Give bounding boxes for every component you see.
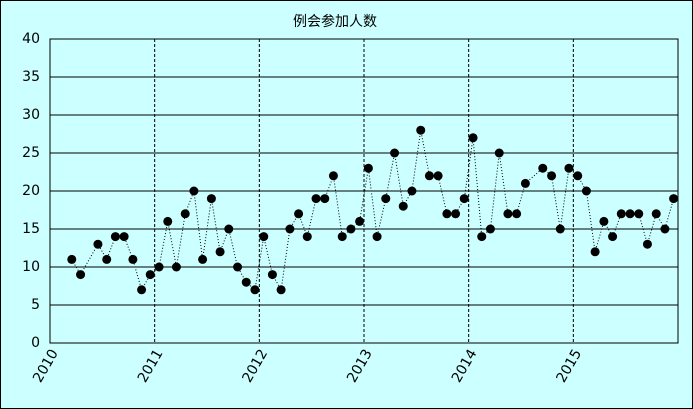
y-tick-label: 35 <box>22 69 40 85</box>
data-point <box>346 224 356 234</box>
data-point <box>102 254 112 264</box>
data-point <box>616 209 626 219</box>
data-point <box>241 277 251 287</box>
data-point <box>660 224 670 234</box>
data-point <box>520 178 530 188</box>
data-point <box>651 209 661 219</box>
data-point <box>477 232 487 242</box>
data-point <box>215 247 225 257</box>
data-point <box>302 232 312 242</box>
data-point <box>224 224 234 234</box>
data-point <box>320 194 330 204</box>
data-point <box>459 194 469 204</box>
data-point <box>154 262 164 272</box>
data-point <box>451 209 461 219</box>
data-point <box>171 262 181 272</box>
data-point <box>110 232 120 242</box>
data-point <box>669 194 679 204</box>
data-point <box>276 285 286 295</box>
y-tick-label: 0 <box>31 335 40 351</box>
y-tick-label: 30 <box>22 107 40 123</box>
data-point <box>311 194 321 204</box>
data-point <box>590 247 600 257</box>
data-point <box>128 254 138 264</box>
data-point <box>163 216 173 226</box>
y-tick-label: 5 <box>31 297 40 313</box>
data-point <box>189 186 199 196</box>
data-point <box>564 163 574 173</box>
data-point <box>416 125 426 135</box>
data-point <box>538 163 548 173</box>
line <box>71 130 675 292</box>
data-point <box>468 133 478 143</box>
data-point <box>250 285 260 295</box>
data-point <box>206 194 216 204</box>
data-point <box>76 270 86 280</box>
data-point <box>363 163 373 173</box>
data-point <box>328 171 338 181</box>
data-point <box>503 209 513 219</box>
data-point <box>433 171 443 181</box>
data-point <box>512 209 522 219</box>
data-point <box>599 216 609 226</box>
data-point <box>494 148 504 158</box>
data-point <box>67 254 77 264</box>
data-point <box>119 232 129 242</box>
data-point <box>259 232 269 242</box>
data-point <box>137 285 147 295</box>
data-point <box>573 171 583 181</box>
data-point <box>267 270 277 280</box>
data-point <box>642 239 652 249</box>
data-point <box>294 209 304 219</box>
data-point <box>93 239 103 249</box>
data-point <box>485 224 495 234</box>
data-point <box>285 224 295 234</box>
y-tick-label: 15 <box>22 221 40 237</box>
data-point <box>372 232 382 242</box>
data-point <box>634 209 644 219</box>
data-point <box>442 209 452 219</box>
data-point <box>390 148 400 158</box>
data-point <box>145 270 155 280</box>
y-tick-label: 25 <box>22 145 40 161</box>
data-point <box>424 171 434 181</box>
data-point <box>381 194 391 204</box>
data-point <box>198 254 208 264</box>
data-point <box>625 209 635 219</box>
data-point <box>581 186 591 196</box>
data-point <box>398 201 408 211</box>
data-point <box>233 262 243 272</box>
data-point <box>180 209 190 219</box>
y-tick-label: 10 <box>22 259 40 275</box>
y-tick-label: 20 <box>22 183 40 199</box>
data-point <box>355 216 365 226</box>
y-tick-label: 40 <box>22 31 40 47</box>
data-point <box>608 232 618 242</box>
data-point <box>547 171 557 181</box>
data-point <box>407 186 417 196</box>
chart-title: 例会参加人数 <box>293 13 377 30</box>
data-point <box>555 224 565 234</box>
data-point <box>337 232 347 242</box>
